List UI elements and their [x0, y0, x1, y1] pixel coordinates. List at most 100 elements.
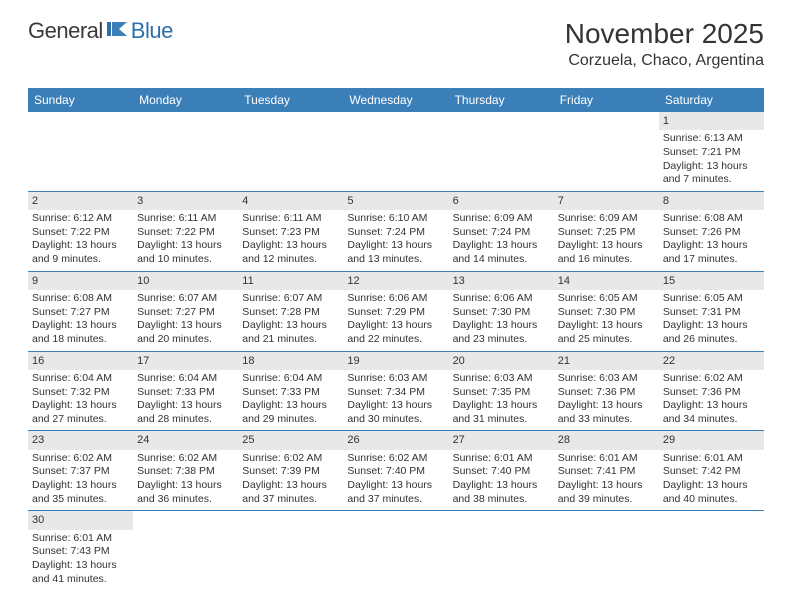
day-body: Sunrise: 6:02 AMSunset: 7:37 PMDaylight:… — [28, 450, 133, 511]
sunrise-text: Sunrise: 6:03 AM — [347, 372, 444, 386]
sunrise-text: Sunrise: 6:03 AM — [558, 372, 655, 386]
day-cell: 12Sunrise: 6:06 AMSunset: 7:29 PMDayligh… — [343, 272, 448, 351]
sunset-text: Sunset: 7:33 PM — [242, 386, 339, 400]
day-body: Sunrise: 6:08 AMSunset: 7:26 PMDaylight:… — [659, 210, 764, 271]
sunrise-text: Sunrise: 6:13 AM — [663, 132, 760, 146]
sunrise-text: Sunrise: 6:03 AM — [453, 372, 550, 386]
weeks-container: 1Sunrise: 6:13 AMSunset: 7:21 PMDaylight… — [28, 112, 764, 590]
day-cell: 29Sunrise: 6:01 AMSunset: 7:42 PMDayligh… — [659, 431, 764, 510]
day-cell: 8Sunrise: 6:08 AMSunset: 7:26 PMDaylight… — [659, 192, 764, 271]
day-number: 11 — [238, 272, 343, 290]
day-body: Sunrise: 6:02 AMSunset: 7:40 PMDaylight:… — [343, 450, 448, 511]
day-cell: 16Sunrise: 6:04 AMSunset: 7:32 PMDayligh… — [28, 352, 133, 431]
day-number: 2 — [28, 192, 133, 210]
sunset-text: Sunset: 7:38 PM — [137, 465, 234, 479]
sunrise-text: Sunrise: 6:02 AM — [347, 452, 444, 466]
day-body: Sunrise: 6:04 AMSunset: 7:33 PMDaylight:… — [238, 370, 343, 431]
daylight-text: Daylight: 13 hours and 35 minutes. — [32, 479, 129, 506]
daylight-text: Daylight: 13 hours and 12 minutes. — [242, 239, 339, 266]
day-cell — [449, 511, 554, 590]
sunrise-text: Sunrise: 6:04 AM — [137, 372, 234, 386]
daylight-text: Daylight: 13 hours and 23 minutes. — [453, 319, 550, 346]
day-cell — [133, 112, 238, 191]
daylight-text: Daylight: 13 hours and 10 minutes. — [137, 239, 234, 266]
day-number: 21 — [554, 352, 659, 370]
daylight-text: Daylight: 13 hours and 27 minutes. — [32, 399, 129, 426]
day-body: Sunrise: 6:10 AMSunset: 7:24 PMDaylight:… — [343, 210, 448, 271]
daylight-text: Daylight: 13 hours and 16 minutes. — [558, 239, 655, 266]
day-body: Sunrise: 6:01 AMSunset: 7:42 PMDaylight:… — [659, 450, 764, 511]
daylight-text: Daylight: 13 hours and 7 minutes. — [663, 160, 760, 187]
sunrise-text: Sunrise: 6:06 AM — [347, 292, 444, 306]
day-body: Sunrise: 6:04 AMSunset: 7:33 PMDaylight:… — [133, 370, 238, 431]
day-cell: 9Sunrise: 6:08 AMSunset: 7:27 PMDaylight… — [28, 272, 133, 351]
daylight-text: Daylight: 13 hours and 9 minutes. — [32, 239, 129, 266]
day-body: Sunrise: 6:01 AMSunset: 7:43 PMDaylight:… — [28, 530, 133, 591]
week-row: 1Sunrise: 6:13 AMSunset: 7:21 PMDaylight… — [28, 112, 764, 192]
day-number: 19 — [343, 352, 448, 370]
sunrise-text: Sunrise: 6:11 AM — [242, 212, 339, 226]
sunset-text: Sunset: 7:30 PM — [453, 306, 550, 320]
day-cell: 10Sunrise: 6:07 AMSunset: 7:27 PMDayligh… — [133, 272, 238, 351]
day-cell: 23Sunrise: 6:02 AMSunset: 7:37 PMDayligh… — [28, 431, 133, 510]
day-body: Sunrise: 6:05 AMSunset: 7:31 PMDaylight:… — [659, 290, 764, 351]
day-body: Sunrise: 6:11 AMSunset: 7:23 PMDaylight:… — [238, 210, 343, 271]
logo-text-1: General — [28, 18, 103, 44]
sunrise-text: Sunrise: 6:01 AM — [32, 532, 129, 546]
sunset-text: Sunset: 7:33 PM — [137, 386, 234, 400]
day-header-wed: Wednesday — [343, 88, 448, 112]
week-row: 23Sunrise: 6:02 AMSunset: 7:37 PMDayligh… — [28, 431, 764, 511]
day-number: 14 — [554, 272, 659, 290]
sunrise-text: Sunrise: 6:08 AM — [663, 212, 760, 226]
day-body: Sunrise: 6:06 AMSunset: 7:29 PMDaylight:… — [343, 290, 448, 351]
day-number: 25 — [238, 431, 343, 449]
day-body: Sunrise: 6:01 AMSunset: 7:41 PMDaylight:… — [554, 450, 659, 511]
day-body: Sunrise: 6:05 AMSunset: 7:30 PMDaylight:… — [554, 290, 659, 351]
day-cell — [659, 511, 764, 590]
day-cell: 2Sunrise: 6:12 AMSunset: 7:22 PMDaylight… — [28, 192, 133, 271]
sunrise-text: Sunrise: 6:02 AM — [663, 372, 760, 386]
daylight-text: Daylight: 13 hours and 14 minutes. — [453, 239, 550, 266]
daylight-text: Daylight: 13 hours and 33 minutes. — [558, 399, 655, 426]
sunrise-text: Sunrise: 6:04 AM — [242, 372, 339, 386]
day-cell: 7Sunrise: 6:09 AMSunset: 7:25 PMDaylight… — [554, 192, 659, 271]
daylight-text: Daylight: 13 hours and 40 minutes. — [663, 479, 760, 506]
day-body: Sunrise: 6:13 AMSunset: 7:21 PMDaylight:… — [659, 130, 764, 191]
day-cell: 5Sunrise: 6:10 AMSunset: 7:24 PMDaylight… — [343, 192, 448, 271]
day-body: Sunrise: 6:09 AMSunset: 7:25 PMDaylight:… — [554, 210, 659, 271]
daylight-text: Daylight: 13 hours and 37 minutes. — [242, 479, 339, 506]
sunrise-text: Sunrise: 6:08 AM — [32, 292, 129, 306]
day-body: Sunrise: 6:01 AMSunset: 7:40 PMDaylight:… — [449, 450, 554, 511]
sunset-text: Sunset: 7:34 PM — [347, 386, 444, 400]
day-body: Sunrise: 6:09 AMSunset: 7:24 PMDaylight:… — [449, 210, 554, 271]
daylight-text: Daylight: 13 hours and 18 minutes. — [32, 319, 129, 346]
day-cell: 6Sunrise: 6:09 AMSunset: 7:24 PMDaylight… — [449, 192, 554, 271]
day-cell — [554, 112, 659, 191]
daylight-text: Daylight: 13 hours and 39 minutes. — [558, 479, 655, 506]
location-text: Corzuela, Chaco, Argentina — [565, 52, 764, 70]
day-cell — [238, 511, 343, 590]
sunrise-text: Sunrise: 6:11 AM — [137, 212, 234, 226]
sunset-text: Sunset: 7:36 PM — [663, 386, 760, 400]
day-body: Sunrise: 6:06 AMSunset: 7:30 PMDaylight:… — [449, 290, 554, 351]
week-row: 2Sunrise: 6:12 AMSunset: 7:22 PMDaylight… — [28, 192, 764, 272]
day-cell — [28, 112, 133, 191]
day-cell: 18Sunrise: 6:04 AMSunset: 7:33 PMDayligh… — [238, 352, 343, 431]
sunset-text: Sunset: 7:42 PM — [663, 465, 760, 479]
day-cell — [449, 112, 554, 191]
day-cell: 15Sunrise: 6:05 AMSunset: 7:31 PMDayligh… — [659, 272, 764, 351]
daylight-text: Daylight: 13 hours and 13 minutes. — [347, 239, 444, 266]
day-number: 16 — [28, 352, 133, 370]
sunset-text: Sunset: 7:40 PM — [347, 465, 444, 479]
daylight-text: Daylight: 13 hours and 28 minutes. — [137, 399, 234, 426]
day-number: 28 — [554, 431, 659, 449]
sunset-text: Sunset: 7:41 PM — [558, 465, 655, 479]
sunrise-text: Sunrise: 6:01 AM — [558, 452, 655, 466]
sunrise-text: Sunrise: 6:07 AM — [242, 292, 339, 306]
day-body: Sunrise: 6:02 AMSunset: 7:38 PMDaylight:… — [133, 450, 238, 511]
day-number: 30 — [28, 511, 133, 529]
daylight-text: Daylight: 13 hours and 36 minutes. — [137, 479, 234, 506]
day-cell: 19Sunrise: 6:03 AMSunset: 7:34 PMDayligh… — [343, 352, 448, 431]
day-header-thu: Thursday — [449, 88, 554, 112]
week-row: 16Sunrise: 6:04 AMSunset: 7:32 PMDayligh… — [28, 352, 764, 432]
